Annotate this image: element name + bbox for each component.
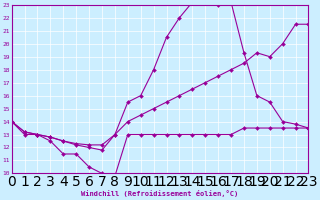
X-axis label: Windchill (Refroidissement éolien,°C): Windchill (Refroidissement éolien,°C) <box>82 190 239 197</box>
